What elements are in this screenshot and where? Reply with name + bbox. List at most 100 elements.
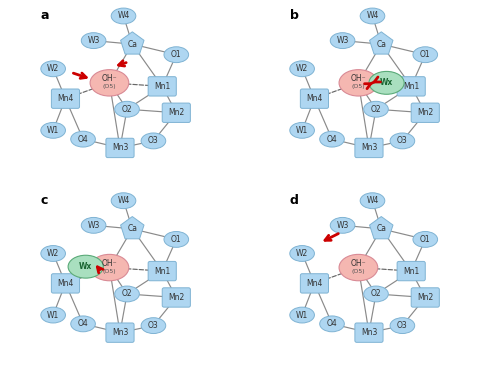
Text: O3: O3 [148, 137, 159, 145]
Text: a: a [41, 9, 49, 22]
Text: O4: O4 [78, 135, 88, 144]
Polygon shape [370, 32, 393, 54]
Ellipse shape [290, 307, 314, 323]
Text: Mn3: Mn3 [112, 144, 128, 152]
Text: W4: W4 [367, 11, 378, 21]
Ellipse shape [360, 193, 385, 209]
Text: O3: O3 [397, 137, 408, 145]
Ellipse shape [68, 255, 103, 278]
Ellipse shape [164, 231, 188, 247]
Text: Mn1: Mn1 [154, 82, 170, 91]
Text: Mn4: Mn4 [57, 94, 73, 103]
FancyBboxPatch shape [301, 274, 328, 293]
Text: Mn3: Mn3 [361, 328, 377, 337]
Ellipse shape [81, 217, 106, 233]
Text: W2: W2 [296, 64, 308, 73]
FancyBboxPatch shape [397, 77, 425, 96]
FancyBboxPatch shape [162, 288, 190, 307]
Text: W1: W1 [296, 311, 308, 319]
Ellipse shape [360, 8, 385, 24]
Text: Mn3: Mn3 [112, 328, 128, 337]
Ellipse shape [413, 231, 437, 247]
FancyBboxPatch shape [148, 261, 176, 281]
Text: W2: W2 [296, 249, 308, 258]
Text: Mn2: Mn2 [168, 108, 185, 117]
FancyBboxPatch shape [411, 288, 439, 307]
Text: OH⁻: OH⁻ [351, 74, 366, 84]
Text: (O5): (O5) [352, 84, 365, 89]
Polygon shape [121, 216, 144, 239]
FancyBboxPatch shape [52, 89, 79, 108]
Text: Wx: Wx [380, 78, 393, 87]
Text: Mn2: Mn2 [417, 108, 434, 117]
Text: Mn2: Mn2 [168, 293, 185, 302]
FancyBboxPatch shape [355, 138, 383, 158]
Ellipse shape [320, 316, 344, 332]
Ellipse shape [330, 33, 355, 49]
Text: OH⁻: OH⁻ [102, 74, 117, 84]
Ellipse shape [330, 217, 355, 233]
Text: d: d [290, 194, 299, 207]
Text: Mn4: Mn4 [306, 279, 322, 288]
Text: W3: W3 [87, 221, 100, 230]
Text: OH⁻: OH⁻ [351, 259, 366, 268]
Ellipse shape [290, 61, 314, 77]
FancyBboxPatch shape [162, 103, 190, 123]
Text: OH⁻: OH⁻ [102, 259, 117, 268]
Ellipse shape [115, 101, 139, 117]
FancyBboxPatch shape [106, 323, 134, 342]
FancyBboxPatch shape [301, 89, 328, 108]
Text: O4: O4 [327, 135, 337, 144]
Ellipse shape [41, 123, 65, 138]
Polygon shape [121, 32, 144, 54]
Text: (O5): (O5) [103, 84, 116, 89]
Ellipse shape [141, 318, 166, 333]
Ellipse shape [364, 101, 388, 117]
Polygon shape [370, 216, 393, 239]
Ellipse shape [71, 131, 95, 147]
Text: O2: O2 [122, 105, 132, 114]
Text: Ca: Ca [127, 224, 137, 233]
Text: Mn3: Mn3 [361, 144, 377, 152]
Text: W4: W4 [367, 196, 378, 205]
Ellipse shape [41, 61, 65, 77]
Text: b: b [290, 9, 299, 22]
FancyBboxPatch shape [411, 103, 439, 123]
Ellipse shape [390, 318, 415, 333]
Text: W3: W3 [87, 36, 100, 45]
Ellipse shape [369, 71, 404, 94]
Text: W1: W1 [47, 311, 60, 319]
FancyBboxPatch shape [106, 138, 134, 158]
Ellipse shape [115, 286, 139, 302]
Text: c: c [41, 194, 48, 207]
Text: W4: W4 [118, 196, 129, 205]
Text: Mn4: Mn4 [306, 94, 322, 103]
FancyBboxPatch shape [52, 274, 79, 293]
Text: O2: O2 [122, 290, 132, 298]
Text: Mn2: Mn2 [417, 293, 434, 302]
Text: O2: O2 [371, 105, 381, 114]
Ellipse shape [364, 286, 388, 302]
Ellipse shape [90, 70, 129, 96]
Ellipse shape [71, 316, 95, 332]
Ellipse shape [339, 70, 378, 96]
Ellipse shape [90, 254, 129, 281]
Text: W3: W3 [336, 221, 349, 230]
Text: O2: O2 [371, 290, 381, 298]
Text: (O5): (O5) [103, 269, 116, 274]
Text: Wx: Wx [79, 262, 92, 271]
Ellipse shape [41, 245, 65, 261]
Text: O4: O4 [327, 319, 337, 328]
Text: Mn1: Mn1 [403, 266, 419, 276]
Ellipse shape [290, 123, 314, 138]
Ellipse shape [41, 307, 65, 323]
Text: W1: W1 [47, 126, 60, 135]
Text: Mn4: Mn4 [57, 279, 73, 288]
Text: Ca: Ca [127, 40, 137, 49]
Text: Mn1: Mn1 [154, 266, 170, 276]
Text: W4: W4 [118, 11, 129, 21]
FancyBboxPatch shape [397, 261, 425, 281]
Text: O1: O1 [171, 235, 182, 244]
Ellipse shape [141, 133, 166, 149]
FancyBboxPatch shape [148, 77, 176, 96]
